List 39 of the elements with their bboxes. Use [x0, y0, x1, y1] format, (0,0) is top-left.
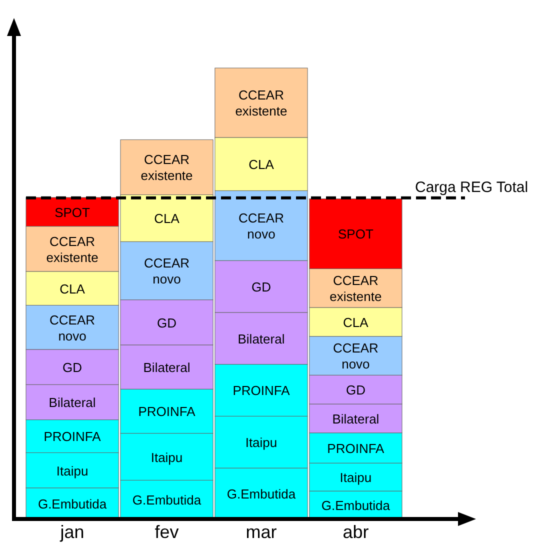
text: GD [62, 360, 82, 375]
series-label: GD [346, 382, 366, 398]
text: CCEAR existente [46, 233, 98, 264]
text: PROINFA [138, 404, 196, 419]
text: G.Embutida [132, 492, 202, 508]
text: CLA [60, 280, 85, 296]
series-label: CCEAR novo [332, 340, 378, 372]
series-label: SPOT [54, 204, 90, 220]
text: Bilateral [143, 360, 190, 375]
series-label: PROINFA [327, 440, 385, 456]
text: CCEAR existente [235, 87, 288, 118]
series-label: Itaipu [340, 470, 372, 485]
text: G.Embutida [226, 486, 296, 502]
text: PROINFA [44, 428, 101, 444]
text: CCEAR existente [140, 152, 193, 183]
text: CCEAR novo [50, 312, 96, 343]
x-tick-label: mar [246, 522, 277, 542]
x-tick-label: fev [154, 522, 179, 542]
text: G.Embutida [38, 496, 107, 511]
text: GD [157, 314, 177, 330]
series-label: G.Embutida [321, 498, 391, 513]
x-tick-label: jan [59, 522, 84, 542]
text: Itaipu [150, 449, 183, 464]
text: CLA [154, 210, 180, 226]
text: GD [251, 279, 271, 294]
text: CCEAR novo [144, 255, 190, 286]
text: Itaipu [245, 434, 278, 450]
text: SPOT [338, 226, 374, 242]
series-label: CCEAR existente [330, 272, 382, 304]
x-tick-label: abr [342, 522, 369, 542]
text: Itaipu [56, 462, 88, 478]
series-label: CLA [343, 314, 369, 330]
text: Bilateral [238, 330, 285, 346]
text: PROINFA [232, 382, 290, 398]
text: CLA [248, 156, 274, 172]
ref-line-label: Carga REG Total [415, 178, 528, 196]
text: Bilateral [48, 394, 96, 410]
series-label: Bilateral [332, 410, 380, 426]
text: CCEAR novo [238, 210, 284, 242]
